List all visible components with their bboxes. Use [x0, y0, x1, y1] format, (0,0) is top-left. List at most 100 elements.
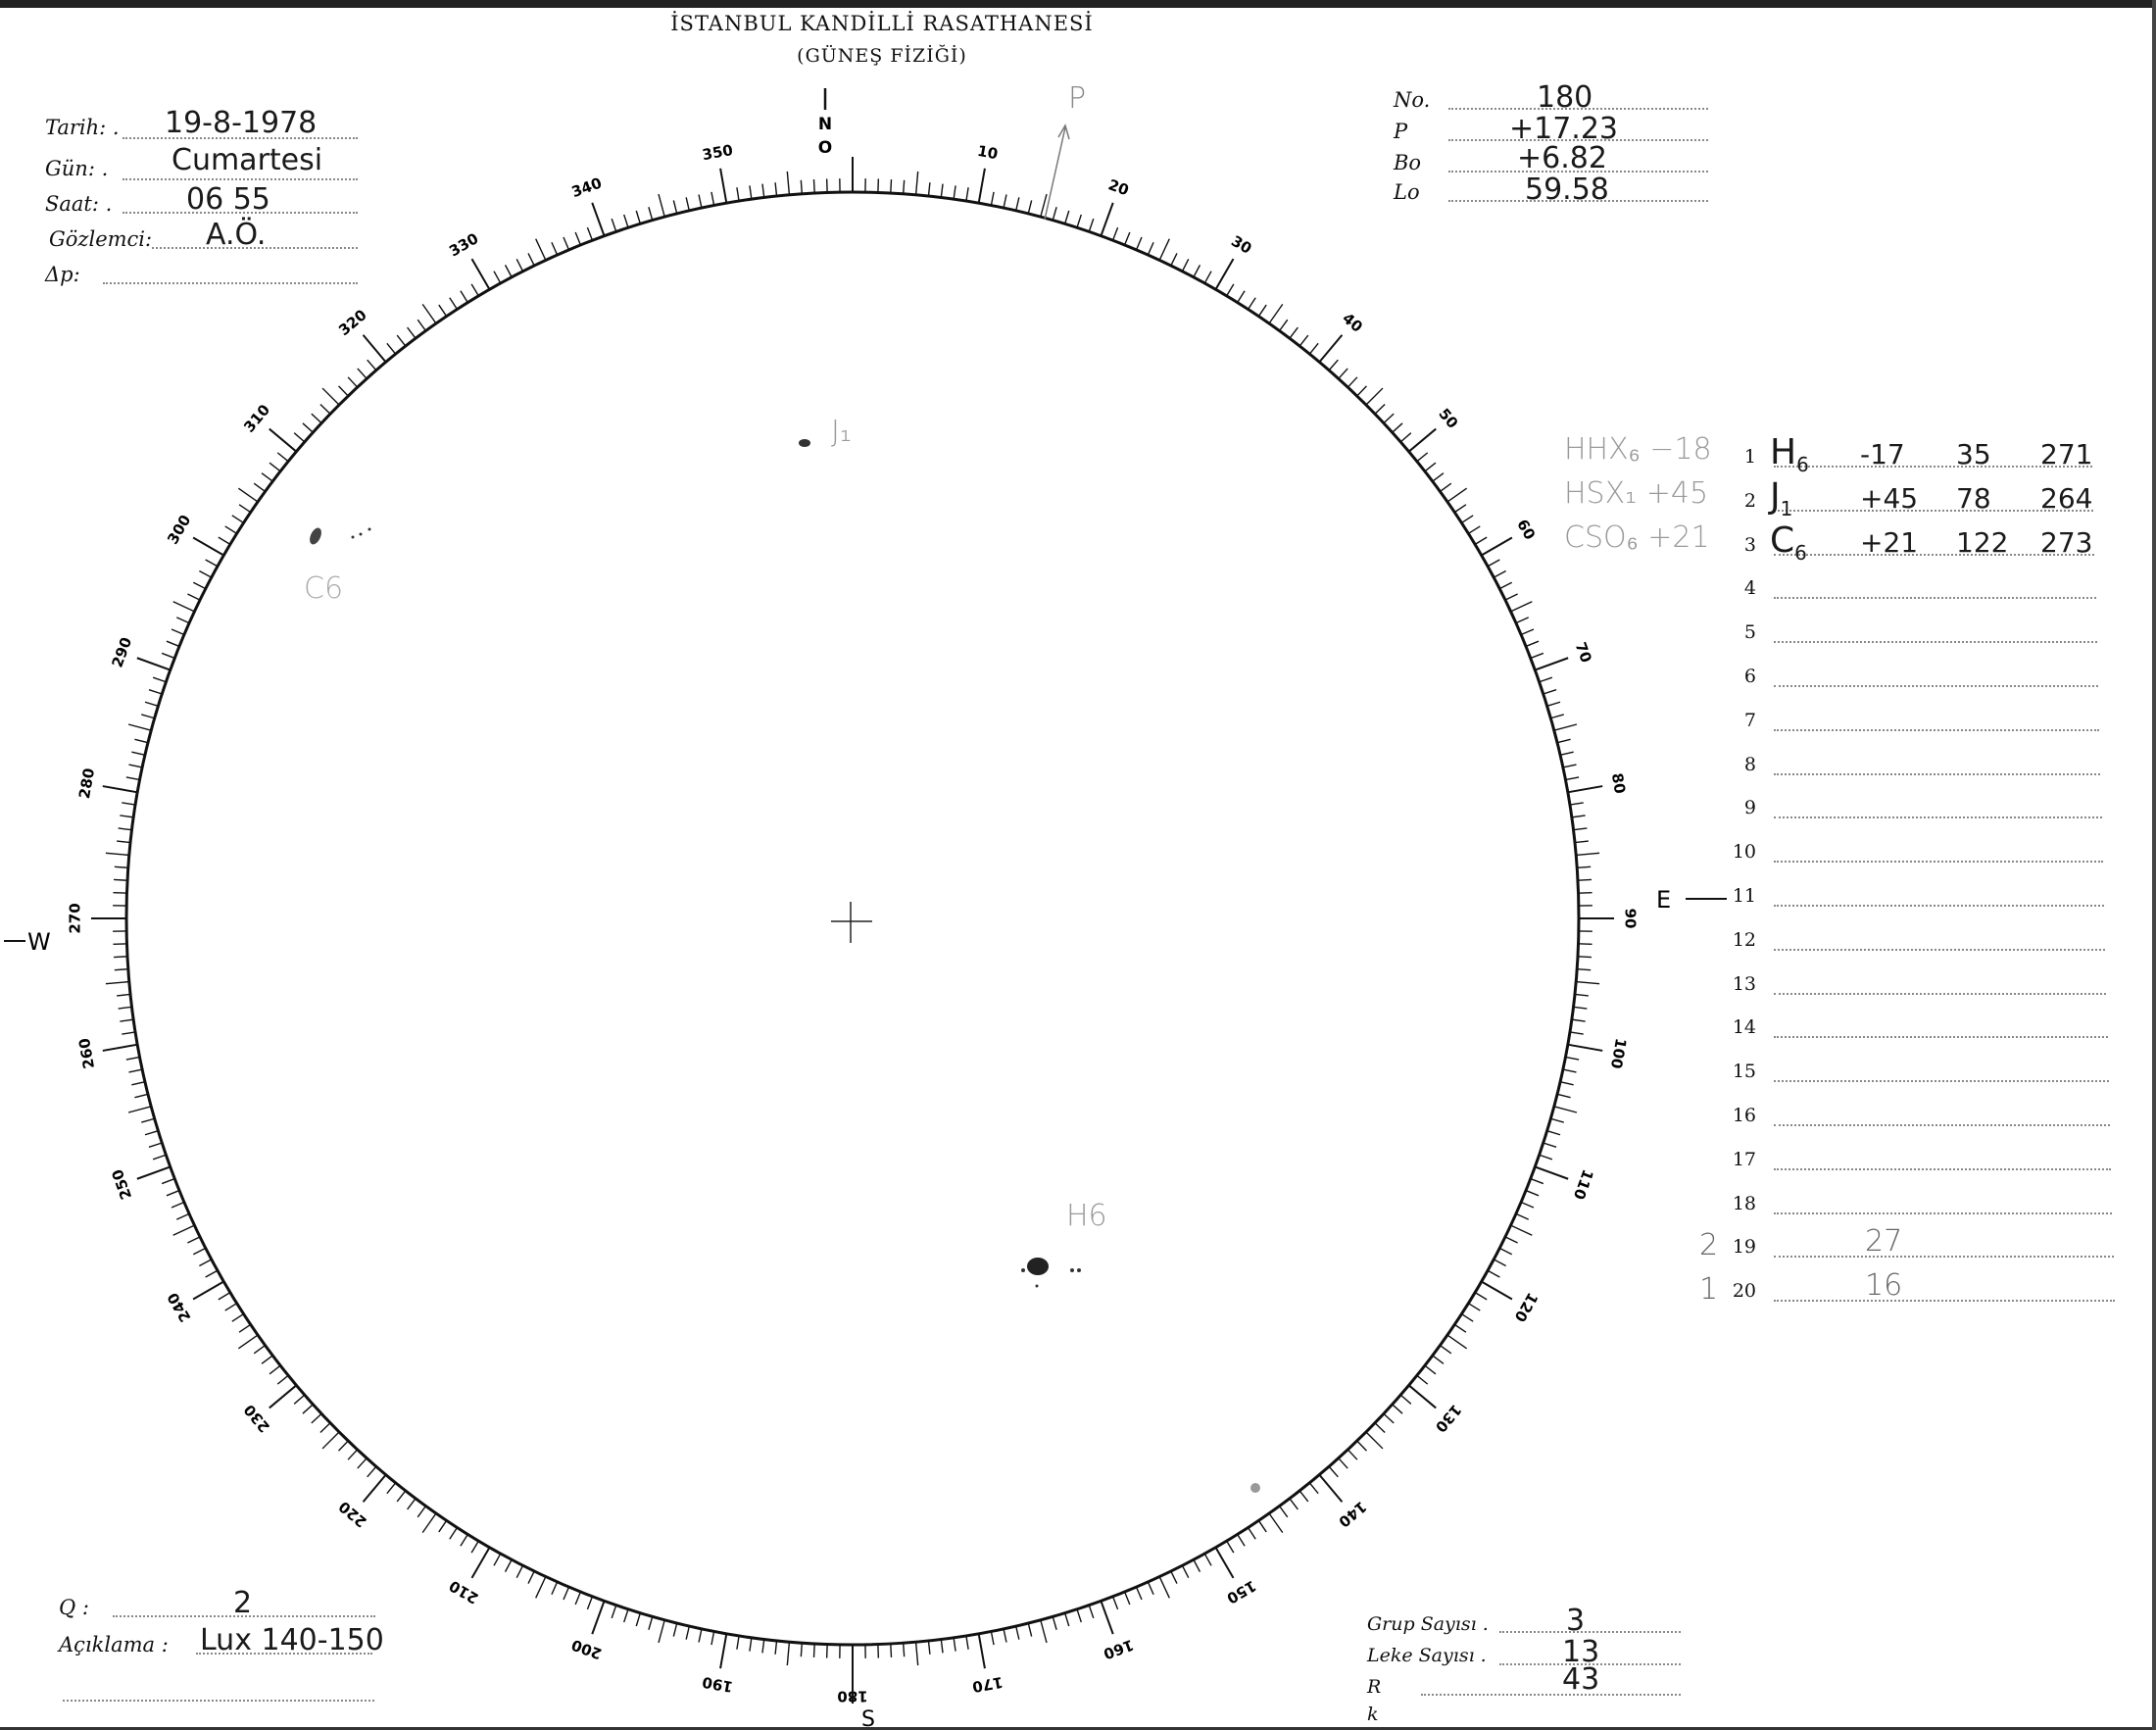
- dial-tick: [192, 536, 224, 557]
- dial-tick: [1308, 1482, 1319, 1495]
- dial-label-50: 50: [1435, 405, 1461, 432]
- dial-tick: [1203, 271, 1212, 284]
- dial-tick: [1510, 601, 1533, 613]
- dial-tick: [1063, 1612, 1070, 1627]
- dial-tick: [1440, 1344, 1452, 1355]
- dial-tick: [1553, 723, 1578, 731]
- dial-tick: [224, 525, 237, 534]
- dial-tick: [1577, 878, 1592, 881]
- dial-label-300: 300: [164, 512, 194, 547]
- dial-tick: [1571, 815, 1586, 818]
- dotted-line: [1448, 139, 1708, 141]
- dial-tick: [1577, 967, 1592, 971]
- row-number: 14: [1732, 1016, 1756, 1039]
- dial-tick: [1550, 1117, 1564, 1123]
- dial-tick: [1268, 303, 1284, 324]
- dial-tick: [1214, 258, 1235, 290]
- dial-tick: [1237, 1534, 1246, 1547]
- pencil-value: 16: [1865, 1268, 1903, 1304]
- dial-tick: [515, 258, 524, 272]
- row-number: 17: [1732, 1148, 1756, 1170]
- dial-tick: [1170, 1570, 1178, 1584]
- dial-label-270: 270: [67, 903, 84, 933]
- dial-tick: [438, 304, 448, 318]
- dotted-line: [1448, 171, 1708, 173]
- dotted-line: [1774, 861, 2103, 864]
- aciklama-value: Lux 140-150: [200, 1623, 384, 1657]
- dial-tick: [125, 1056, 140, 1061]
- dial-tick: [635, 1612, 642, 1627]
- dial-label-190: 190: [701, 1673, 734, 1696]
- dial-tick: [591, 202, 606, 237]
- dial-tick: [319, 1422, 331, 1433]
- dial-label-120: 120: [1511, 1290, 1542, 1325]
- dial-label-90: 90: [1622, 909, 1640, 929]
- dial-label-170: 170: [971, 1673, 1004, 1696]
- dial-tick: [1461, 1312, 1474, 1322]
- dial-tick: [786, 171, 791, 195]
- dial-tick: [1498, 1247, 1513, 1256]
- dial-tick: [1546, 1129, 1561, 1136]
- dial-tick: [1318, 1473, 1344, 1503]
- sunspot-j1: [799, 439, 810, 447]
- dial-tick: [1525, 640, 1540, 648]
- dial-tick: [977, 1633, 986, 1669]
- dial-tick: [1556, 1093, 1571, 1099]
- dotted-line: [1774, 466, 2092, 468]
- dial-tick: [504, 265, 513, 278]
- dial-tick: [199, 1259, 213, 1267]
- group-name: H6: [1770, 432, 1809, 476]
- dial-tick: [362, 334, 387, 364]
- dial-tick: [1399, 432, 1412, 443]
- dotted-line: [1774, 728, 2100, 731]
- dial-tick: [134, 738, 149, 744]
- dial-tick: [449, 1527, 459, 1540]
- gun-value: Cumartesi: [172, 143, 323, 177]
- dial-tick: [736, 187, 740, 202]
- dial-tick: [1247, 1527, 1256, 1540]
- dial-tick: [1181, 1564, 1190, 1579]
- dial-tick: [890, 178, 893, 194]
- group-cmd: 78: [1956, 481, 1991, 515]
- dial-tick: [1226, 1540, 1235, 1554]
- arrow-head-icon: [1057, 124, 1070, 140]
- south-label: S: [861, 1707, 875, 1730]
- sunspot-c6: [310, 527, 321, 545]
- dial-label-80: 80: [1608, 771, 1629, 795]
- bo-value: +6.82: [1517, 141, 1607, 175]
- dotted-line: [1774, 1167, 2112, 1170]
- dial-tick: [623, 214, 629, 228]
- dial-tick: [1577, 865, 1592, 869]
- dial-tick: [1562, 1068, 1577, 1073]
- dial-tick: [1565, 1056, 1580, 1061]
- dial-label-150: 150: [1224, 1577, 1259, 1607]
- dial-tick: [1374, 1422, 1386, 1433]
- dial-tick: [238, 504, 252, 514]
- dial-tick: [120, 815, 134, 818]
- dial-tick: [1468, 525, 1481, 534]
- dial-tick: [205, 1269, 219, 1278]
- dial-ticks: [91, 157, 1614, 1680]
- observatory-title: İSTANBUL KANDİLLİ RASATHANESİ: [670, 12, 1094, 35]
- dial-tick: [218, 1292, 231, 1301]
- dial-tick: [551, 1581, 559, 1596]
- dial-tick: [293, 432, 306, 443]
- dial-tick: [105, 980, 129, 985]
- dial-label-130: 130: [1432, 1401, 1465, 1436]
- dial-tick: [205, 559, 219, 568]
- r-label: R: [1367, 1676, 1382, 1698]
- dial-tick: [1553, 1106, 1578, 1113]
- pencil-classification: HSX₁ +45: [1564, 475, 1709, 511]
- sunspot-c6-dot: [351, 535, 355, 539]
- dial-tick: [261, 1355, 273, 1364]
- dial-tick: [1214, 1547, 1235, 1579]
- dial-tick: [141, 1117, 155, 1123]
- dial-tick: [321, 387, 340, 406]
- dial-tick: [407, 1498, 416, 1510]
- dial-tick: [493, 1553, 502, 1566]
- dial-tick: [407, 326, 416, 339]
- pencil-value: 27: [1865, 1224, 1903, 1260]
- dial-tick: [102, 785, 138, 794]
- dial-tick: [171, 1201, 185, 1209]
- dial-label-60: 60: [1513, 517, 1539, 543]
